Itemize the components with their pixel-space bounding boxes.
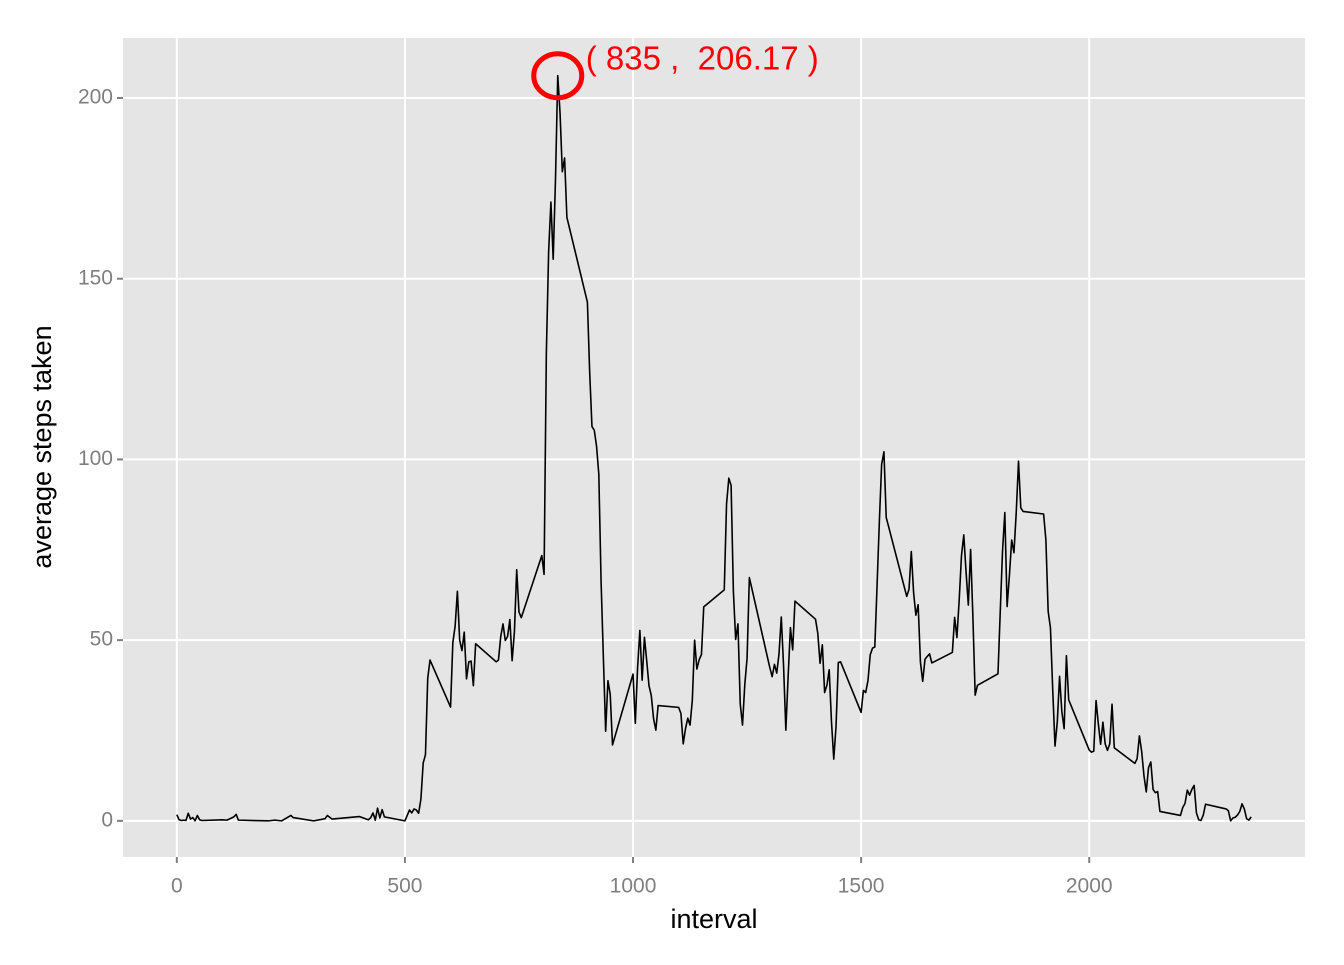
panel <box>123 38 1305 857</box>
y-tick-label: 200 <box>78 86 113 109</box>
y-tick-label: 0 <box>101 808 113 831</box>
annotation-marker <box>531 51 585 101</box>
x-tick-label: 0 <box>171 875 183 898</box>
x-tick-label: 500 <box>387 875 422 898</box>
y-tick-label: 150 <box>78 266 113 289</box>
annotation-label: ( 835 , 206.17 ) <box>586 39 819 76</box>
y-tick-label: 50 <box>90 628 113 651</box>
x-tick-label: 1500 <box>838 875 885 898</box>
x-tick-label: 1000 <box>610 875 657 898</box>
data-line <box>176 74 1252 822</box>
x-tick-label: 2000 <box>1066 875 1113 898</box>
y-tick-label: 100 <box>78 447 113 470</box>
x-axis-title: interval <box>670 904 757 934</box>
y-axis-title: average steps taken <box>27 325 57 568</box>
